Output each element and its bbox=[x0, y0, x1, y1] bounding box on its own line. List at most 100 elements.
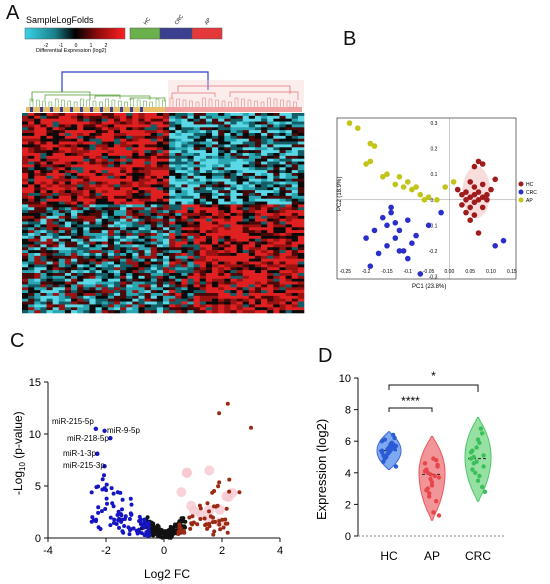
volcano-point-down bbox=[90, 515, 95, 520]
heatmap-cell bbox=[83, 230, 90, 234]
heatmap-cell bbox=[248, 218, 256, 222]
pca-point-hc bbox=[463, 209, 469, 216]
heatmap-cell bbox=[248, 193, 256, 197]
heatmap-cell bbox=[83, 133, 90, 137]
heatmap-cell bbox=[132, 301, 139, 305]
heatmap-cell bbox=[279, 167, 286, 171]
heatmap-cell bbox=[291, 181, 299, 185]
heatmap-cell bbox=[193, 227, 201, 231]
heatmap-cell bbox=[187, 133, 194, 137]
heatmap-cell bbox=[193, 141, 201, 145]
volcano-point-ns bbox=[139, 526, 144, 531]
heatmap-cell bbox=[156, 221, 164, 225]
heatmap-cell bbox=[77, 244, 84, 248]
heatmap-cell bbox=[169, 195, 176, 200]
heatmap-cell bbox=[132, 233, 139, 237]
heatmap-cell bbox=[77, 218, 84, 222]
heatmap-cell bbox=[52, 175, 60, 180]
heatmap-cell bbox=[224, 127, 231, 131]
heatmap-cell bbox=[132, 158, 139, 162]
volcano-point-up bbox=[207, 524, 212, 529]
pca-point-ap bbox=[442, 184, 449, 190]
violin-point-crc bbox=[471, 461, 476, 466]
heatmap-cell bbox=[254, 281, 262, 285]
violin-point-crc bbox=[481, 464, 486, 469]
dendrogram-leaf bbox=[241, 98, 245, 107]
heatmap-cell bbox=[138, 301, 145, 305]
heatmap-cell bbox=[205, 115, 213, 120]
heatmap-cell bbox=[218, 127, 225, 131]
pca-point-crc bbox=[363, 235, 369, 241]
heatmap-cell bbox=[95, 238, 102, 242]
heatmap-cell bbox=[46, 173, 53, 177]
heatmap-cell bbox=[205, 181, 213, 185]
heatmap-cell bbox=[169, 247, 176, 251]
volcano-point-ns bbox=[179, 519, 184, 524]
heatmap-cell bbox=[144, 141, 152, 145]
heatmap-cell bbox=[175, 253, 182, 257]
heatmap-cell bbox=[22, 281, 29, 285]
heatmap-cell bbox=[64, 133, 72, 137]
heatmap-cell bbox=[144, 244, 152, 248]
heatmap-cell bbox=[95, 144, 102, 148]
volcano-x-tick-label: -2 bbox=[101, 545, 111, 557]
heatmap-cell bbox=[163, 290, 170, 294]
heatmap-cell bbox=[297, 275, 305, 280]
heatmap-cell bbox=[89, 187, 96, 191]
heatmap-cell bbox=[46, 164, 53, 168]
heatmap-cell bbox=[218, 133, 225, 137]
heatmap-cell bbox=[248, 307, 256, 311]
heatmap-cell bbox=[205, 118, 213, 122]
heatmap-cell bbox=[107, 244, 115, 248]
volcano-point-up bbox=[190, 522, 195, 527]
volcano-point-down bbox=[123, 514, 128, 519]
volcano-point-down bbox=[128, 511, 133, 516]
heatmap-cell bbox=[291, 164, 299, 168]
volcano-halo bbox=[227, 488, 238, 498]
heatmap-cell bbox=[34, 298, 41, 302]
heatmap-cell bbox=[291, 158, 299, 162]
volcano-point-ns bbox=[153, 528, 158, 533]
heatmap-cell bbox=[291, 244, 299, 248]
heatmap-cell bbox=[46, 167, 53, 171]
heatmap-cell bbox=[236, 115, 243, 120]
pca-point-hc bbox=[467, 194, 474, 200]
heatmap-cell bbox=[175, 218, 182, 222]
volcano-point-ns bbox=[180, 524, 185, 529]
heatmap-cell bbox=[77, 247, 84, 251]
heatmap-cell bbox=[126, 258, 133, 262]
heatmap-cell bbox=[156, 250, 164, 254]
heatmap-cell bbox=[132, 135, 139, 140]
heatmap-cell bbox=[187, 115, 194, 120]
pca-point-hc bbox=[479, 194, 486, 200]
heatmap-cell bbox=[132, 193, 139, 197]
group-swatch-hc bbox=[129, 27, 161, 40]
heatmap-cell bbox=[89, 121, 96, 125]
heatmap-cell bbox=[193, 198, 201, 202]
heatmap-cell bbox=[58, 304, 66, 308]
heatmap-cell bbox=[120, 158, 127, 162]
volcano-point-down bbox=[146, 533, 151, 538]
heatmap-cell bbox=[34, 178, 41, 182]
volcano-point-down bbox=[144, 530, 149, 535]
heatmap-cell bbox=[101, 173, 109, 177]
violin-point-hc bbox=[386, 445, 392, 450]
pca-point-hc bbox=[471, 163, 478, 170]
heatmap-cell bbox=[89, 261, 96, 265]
heatmap-cell bbox=[261, 190, 268, 194]
heatmap-cell bbox=[261, 290, 268, 294]
heatmap-cell bbox=[89, 213, 96, 217]
heatmap-cell bbox=[242, 253, 250, 257]
heatmap-cell bbox=[64, 178, 72, 182]
heatmap-cell bbox=[120, 190, 127, 194]
heatmap-cell bbox=[187, 244, 194, 248]
violin-y-tick-label: 10 bbox=[339, 373, 351, 385]
heatmap-cell bbox=[156, 158, 164, 162]
heatmap-cell bbox=[218, 213, 225, 217]
heatmap-cell bbox=[64, 164, 72, 168]
heatmap-cell bbox=[279, 173, 286, 177]
heatmap-cell bbox=[199, 135, 207, 140]
heatmap-cell bbox=[248, 287, 256, 291]
volcano-point-down bbox=[99, 509, 104, 514]
volcano-point-down bbox=[128, 496, 133, 501]
